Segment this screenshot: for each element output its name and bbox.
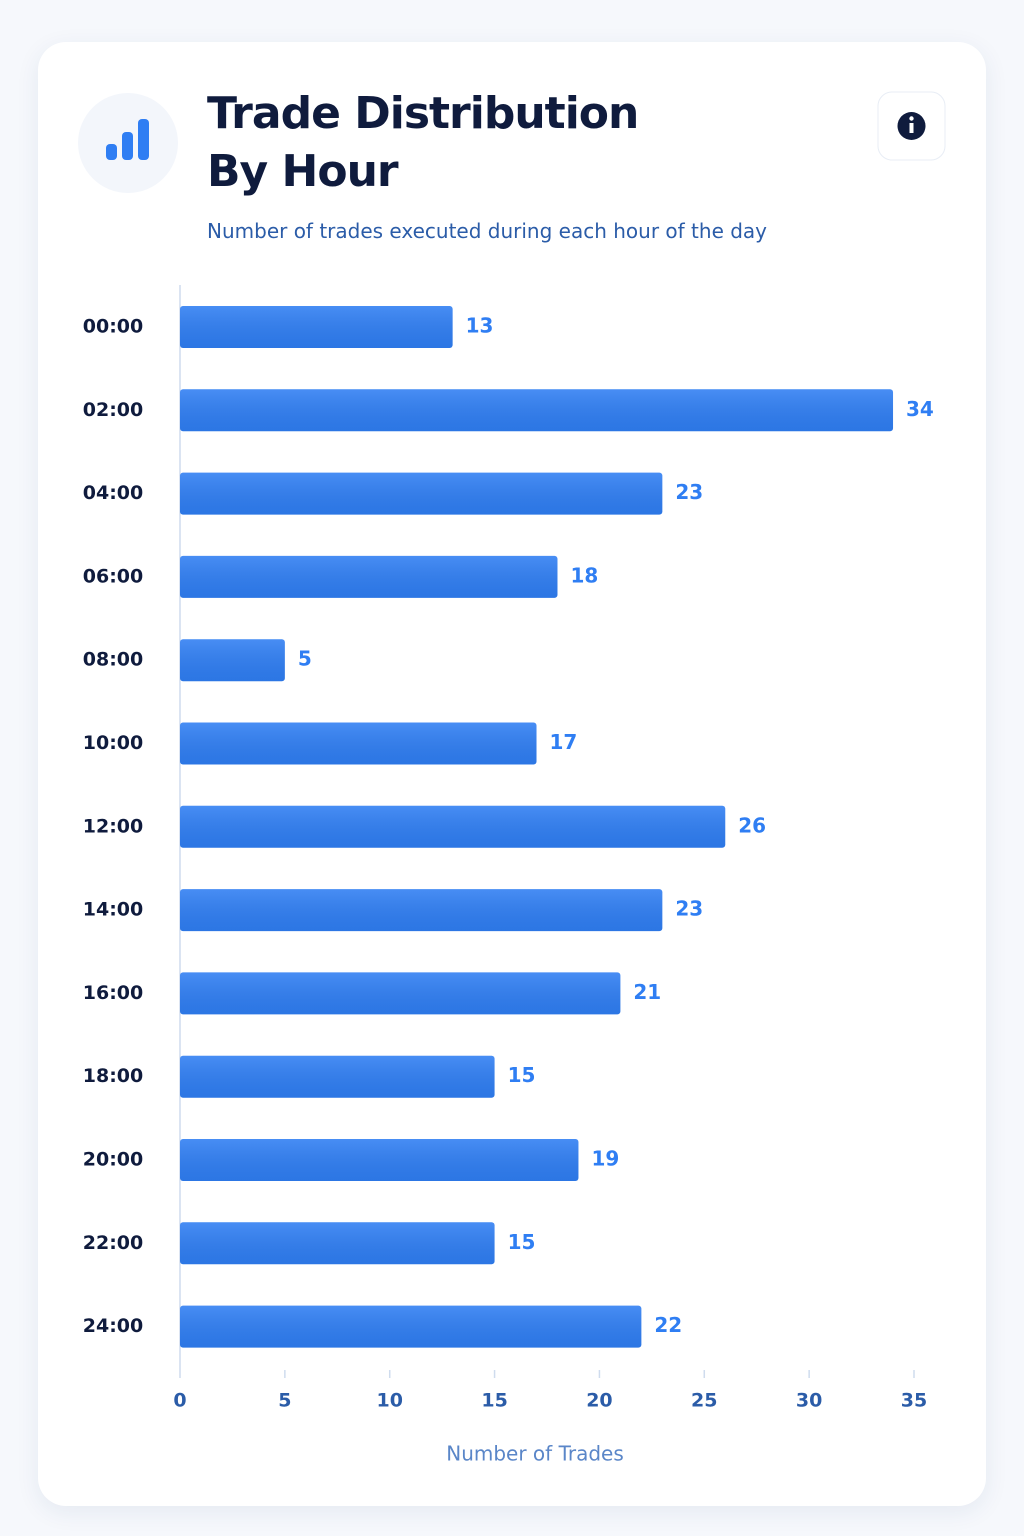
x-tick-label: 10 — [376, 1390, 402, 1412]
bar-shade — [180, 389, 894, 432]
y-tick-label: 02:00 — [83, 399, 143, 421]
bar-shade — [180, 555, 558, 598]
bar-shade — [180, 639, 285, 682]
y-tick-label: 12:00 — [83, 815, 143, 837]
value-label: 13 — [466, 314, 494, 338]
chart-icon — [106, 119, 149, 160]
value-label: 23 — [675, 480, 703, 504]
bar-shade — [180, 1055, 495, 1098]
y-tick-label: 04:00 — [83, 482, 143, 504]
x-tick-label: 20 — [586, 1390, 612, 1412]
y-tick-label: 06:00 — [83, 565, 143, 587]
value-label: 17 — [550, 730, 578, 754]
x-tick-label: 35 — [901, 1390, 927, 1412]
bar-shade — [180, 805, 726, 848]
y-tick-label: 14:00 — [83, 899, 143, 921]
bar-shade — [180, 972, 621, 1015]
y-tick-label: 20:00 — [83, 1149, 143, 1171]
bar-shade — [180, 1222, 495, 1265]
x-tick-label: 5 — [278, 1390, 291, 1412]
value-label: 15 — [508, 1230, 536, 1254]
y-tick-label: 00:00 — [83, 316, 143, 338]
y-tick-label: 18:00 — [83, 1065, 143, 1087]
bar-shade — [180, 1139, 579, 1181]
bar-shade — [180, 306, 453, 348]
y-tick-label: 24:00 — [83, 1315, 143, 1337]
value-label: 18 — [570, 563, 598, 587]
x-axis-title: Number of Trades — [446, 1442, 624, 1466]
info-icon-dot — [909, 116, 914, 121]
bar-shade — [180, 722, 537, 765]
info-icon-bar — [909, 123, 914, 133]
value-label: 21 — [633, 980, 661, 1004]
value-label: 26 — [738, 813, 766, 837]
chart-subtitle: Number of trades executed during each ho… — [207, 219, 767, 243]
value-label: 19 — [591, 1147, 619, 1171]
bar-shade — [180, 1305, 642, 1348]
value-label: 5 — [298, 647, 312, 671]
bar-shade — [180, 889, 663, 932]
y-tick-label: 10:00 — [83, 732, 143, 754]
value-label: 34 — [906, 397, 934, 421]
x-tick-label: 0 — [173, 1390, 186, 1412]
chart-title: Trade Distribution By Hour — [207, 88, 638, 197]
y-tick-label: 16:00 — [83, 982, 143, 1004]
value-label: 23 — [675, 897, 703, 921]
y-tick-label: 08:00 — [83, 649, 143, 671]
value-label: 22 — [654, 1313, 682, 1337]
y-tick-label: 22:00 — [83, 1232, 143, 1254]
x-tick-label: 15 — [481, 1390, 507, 1412]
x-tick-label: 30 — [796, 1390, 822, 1412]
value-label: 15 — [508, 1063, 536, 1087]
bar-shade — [180, 472, 663, 515]
x-tick-label: 25 — [691, 1390, 717, 1412]
